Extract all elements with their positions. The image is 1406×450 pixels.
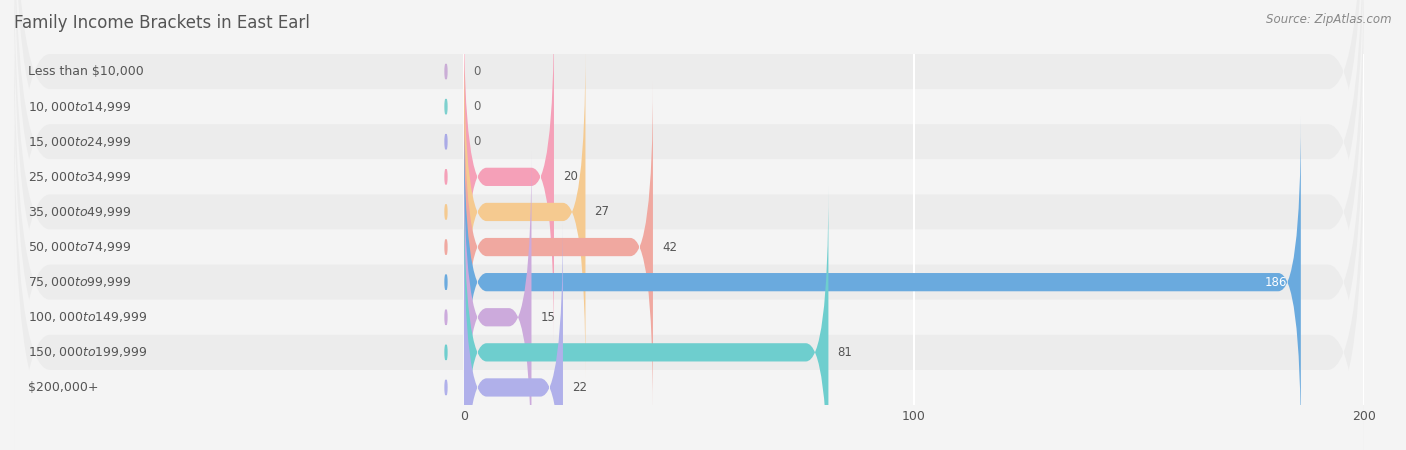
Text: $150,000 to $199,999: $150,000 to $199,999 <box>28 345 148 360</box>
Circle shape <box>446 205 447 219</box>
Text: $50,000 to $74,999: $50,000 to $74,999 <box>28 240 131 254</box>
Text: 27: 27 <box>595 206 609 218</box>
FancyBboxPatch shape <box>14 0 1364 450</box>
Text: 42: 42 <box>662 241 676 253</box>
Circle shape <box>446 240 447 254</box>
Text: $35,000 to $49,999: $35,000 to $49,999 <box>28 205 131 219</box>
Circle shape <box>446 345 447 360</box>
Text: 0: 0 <box>472 65 481 78</box>
Text: $10,000 to $14,999: $10,000 to $14,999 <box>28 99 131 114</box>
Text: 22: 22 <box>572 381 586 394</box>
FancyBboxPatch shape <box>464 186 828 450</box>
FancyBboxPatch shape <box>464 151 531 450</box>
Text: $75,000 to $99,999: $75,000 to $99,999 <box>28 275 131 289</box>
Circle shape <box>446 99 447 114</box>
FancyBboxPatch shape <box>14 0 1364 370</box>
Text: 0: 0 <box>472 135 481 148</box>
Text: $25,000 to $34,999: $25,000 to $34,999 <box>28 170 131 184</box>
Text: 20: 20 <box>562 171 578 183</box>
FancyBboxPatch shape <box>14 0 1364 440</box>
FancyBboxPatch shape <box>14 19 1364 450</box>
Text: $200,000+: $200,000+ <box>28 381 98 394</box>
Text: Less than $10,000: Less than $10,000 <box>28 65 143 78</box>
Text: 0: 0 <box>472 100 481 113</box>
FancyBboxPatch shape <box>14 54 1364 450</box>
Text: 15: 15 <box>540 311 555 324</box>
Circle shape <box>446 380 447 395</box>
Circle shape <box>446 170 447 184</box>
FancyBboxPatch shape <box>14 124 1364 450</box>
FancyBboxPatch shape <box>14 89 1364 450</box>
FancyBboxPatch shape <box>14 0 1364 405</box>
Text: $100,000 to $149,999: $100,000 to $149,999 <box>28 310 148 324</box>
FancyBboxPatch shape <box>464 116 1301 449</box>
FancyBboxPatch shape <box>464 45 585 378</box>
Circle shape <box>446 64 447 79</box>
FancyBboxPatch shape <box>464 10 554 343</box>
Text: 81: 81 <box>838 346 852 359</box>
FancyBboxPatch shape <box>464 221 562 450</box>
Text: 186: 186 <box>1265 276 1288 288</box>
FancyBboxPatch shape <box>14 0 1364 335</box>
Circle shape <box>446 135 447 149</box>
FancyBboxPatch shape <box>464 81 652 414</box>
Text: $15,000 to $24,999: $15,000 to $24,999 <box>28 135 131 149</box>
Circle shape <box>446 275 447 289</box>
FancyBboxPatch shape <box>14 0 1364 450</box>
Circle shape <box>446 310 447 324</box>
Text: Source: ZipAtlas.com: Source: ZipAtlas.com <box>1267 14 1392 27</box>
Text: Family Income Brackets in East Earl: Family Income Brackets in East Earl <box>14 14 309 32</box>
